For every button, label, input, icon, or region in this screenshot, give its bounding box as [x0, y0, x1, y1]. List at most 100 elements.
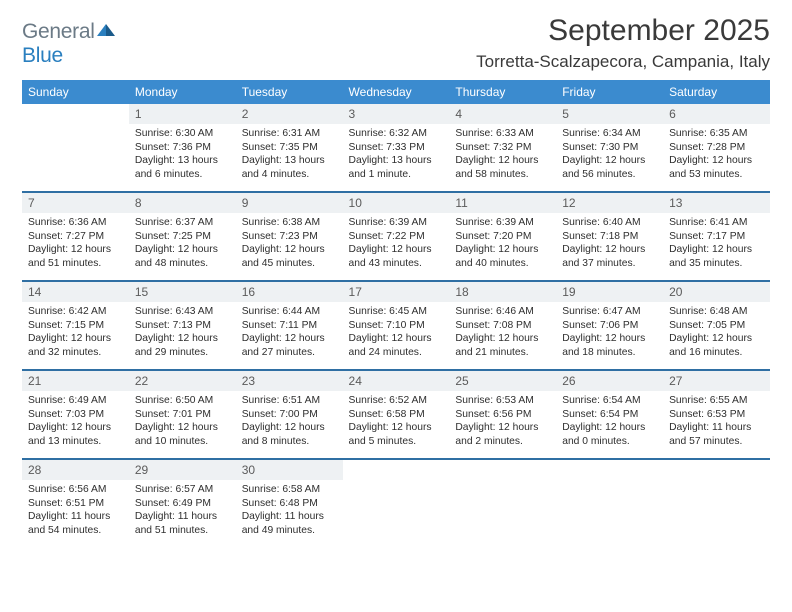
sunset-line: Sunset: 7:18 PM	[562, 230, 657, 244]
day-number-cell	[663, 459, 770, 480]
sunrise-line: Sunrise: 6:42 AM	[28, 305, 123, 319]
day-content-cell: Sunrise: 6:37 AMSunset: 7:25 PMDaylight:…	[129, 213, 236, 281]
week-content-row: Sunrise: 6:30 AMSunset: 7:36 PMDaylight:…	[22, 124, 770, 192]
day-number-cell: 26	[556, 370, 663, 391]
sunrise-line: Sunrise: 6:52 AM	[349, 394, 444, 408]
day-number-cell	[556, 459, 663, 480]
sunrise-line: Sunrise: 6:34 AM	[562, 127, 657, 141]
day-content-cell: Sunrise: 6:44 AMSunset: 7:11 PMDaylight:…	[236, 302, 343, 370]
day-content-cell	[343, 480, 450, 548]
day-content-cell: Sunrise: 6:51 AMSunset: 7:00 PMDaylight:…	[236, 391, 343, 459]
day-number-cell: 10	[343, 192, 450, 213]
sunrise-line: Sunrise: 6:51 AM	[242, 394, 337, 408]
day-number-cell: 28	[22, 459, 129, 480]
daylight-line: Daylight: 12 hours and 40 minutes.	[455, 243, 550, 270]
day-content-cell: Sunrise: 6:36 AMSunset: 7:27 PMDaylight:…	[22, 213, 129, 281]
sunset-line: Sunset: 7:08 PM	[455, 319, 550, 333]
day-number-cell: 24	[343, 370, 450, 391]
day-number-cell: 7	[22, 192, 129, 213]
day-content-cell: Sunrise: 6:58 AMSunset: 6:48 PMDaylight:…	[236, 480, 343, 548]
sunrise-line: Sunrise: 6:41 AM	[669, 216, 764, 230]
daylight-line: Daylight: 12 hours and 5 minutes.	[349, 421, 444, 448]
sunset-line: Sunset: 6:53 PM	[669, 408, 764, 422]
day-number-cell: 9	[236, 192, 343, 213]
daylight-line: Daylight: 12 hours and 27 minutes.	[242, 332, 337, 359]
weekday-header: Monday	[129, 80, 236, 104]
sunrise-line: Sunrise: 6:47 AM	[562, 305, 657, 319]
sunrise-line: Sunrise: 6:32 AM	[349, 127, 444, 141]
logo-text: General Blue	[22, 20, 117, 68]
daylight-line: Daylight: 12 hours and 45 minutes.	[242, 243, 337, 270]
day-content-cell: Sunrise: 6:57 AMSunset: 6:49 PMDaylight:…	[129, 480, 236, 548]
day-number-cell: 19	[556, 281, 663, 302]
day-number-cell: 17	[343, 281, 450, 302]
sunrise-line: Sunrise: 6:49 AM	[28, 394, 123, 408]
sunset-line: Sunset: 7:33 PM	[349, 141, 444, 155]
daylight-line: Daylight: 12 hours and 51 minutes.	[28, 243, 123, 270]
sunset-line: Sunset: 7:15 PM	[28, 319, 123, 333]
daylight-line: Daylight: 12 hours and 53 minutes.	[669, 154, 764, 181]
sunset-line: Sunset: 7:20 PM	[455, 230, 550, 244]
day-content-cell: Sunrise: 6:41 AMSunset: 7:17 PMDaylight:…	[663, 213, 770, 281]
day-number-cell: 25	[449, 370, 556, 391]
day-number-cell: 27	[663, 370, 770, 391]
day-content-cell: Sunrise: 6:35 AMSunset: 7:28 PMDaylight:…	[663, 124, 770, 192]
daylight-line: Daylight: 12 hours and 58 minutes.	[455, 154, 550, 181]
sunrise-line: Sunrise: 6:38 AM	[242, 216, 337, 230]
header: General Blue September 2025 Torretta-Sca…	[22, 14, 770, 72]
day-content-cell: Sunrise: 6:49 AMSunset: 7:03 PMDaylight:…	[22, 391, 129, 459]
week-content-row: Sunrise: 6:42 AMSunset: 7:15 PMDaylight:…	[22, 302, 770, 370]
logo-mark-icon	[95, 20, 117, 44]
day-number-cell: 30	[236, 459, 343, 480]
sunrise-line: Sunrise: 6:54 AM	[562, 394, 657, 408]
daylight-line: Daylight: 12 hours and 18 minutes.	[562, 332, 657, 359]
sunset-line: Sunset: 7:32 PM	[455, 141, 550, 155]
sunset-line: Sunset: 7:36 PM	[135, 141, 230, 155]
sunset-line: Sunset: 7:30 PM	[562, 141, 657, 155]
sunset-line: Sunset: 7:23 PM	[242, 230, 337, 244]
daylight-line: Daylight: 12 hours and 0 minutes.	[562, 421, 657, 448]
day-content-cell: Sunrise: 6:55 AMSunset: 6:53 PMDaylight:…	[663, 391, 770, 459]
sunrise-line: Sunrise: 6:37 AM	[135, 216, 230, 230]
day-number-cell	[343, 459, 450, 480]
weekday-header: Wednesday	[343, 80, 450, 104]
daylight-line: Daylight: 11 hours and 54 minutes.	[28, 510, 123, 537]
day-number-cell: 4	[449, 104, 556, 124]
logo-word1: General	[22, 20, 95, 43]
logo: General Blue	[22, 14, 117, 68]
sunset-line: Sunset: 6:49 PM	[135, 497, 230, 511]
sunrise-line: Sunrise: 6:39 AM	[349, 216, 444, 230]
week-daynum-row: 14151617181920	[22, 281, 770, 302]
daylight-line: Daylight: 12 hours and 32 minutes.	[28, 332, 123, 359]
day-content-cell: Sunrise: 6:30 AMSunset: 7:36 PMDaylight:…	[129, 124, 236, 192]
sunset-line: Sunset: 6:58 PM	[349, 408, 444, 422]
sunrise-line: Sunrise: 6:36 AM	[28, 216, 123, 230]
daylight-line: Daylight: 12 hours and 48 minutes.	[135, 243, 230, 270]
week-daynum-row: 123456	[22, 104, 770, 124]
week-daynum-row: 282930	[22, 459, 770, 480]
sunrise-line: Sunrise: 6:31 AM	[242, 127, 337, 141]
sunrise-line: Sunrise: 6:43 AM	[135, 305, 230, 319]
day-number-cell: 5	[556, 104, 663, 124]
daylight-line: Daylight: 12 hours and 24 minutes.	[349, 332, 444, 359]
daylight-line: Daylight: 12 hours and 21 minutes.	[455, 332, 550, 359]
sunrise-line: Sunrise: 6:48 AM	[669, 305, 764, 319]
day-content-cell: Sunrise: 6:45 AMSunset: 7:10 PMDaylight:…	[343, 302, 450, 370]
daylight-line: Daylight: 12 hours and 56 minutes.	[562, 154, 657, 181]
day-content-cell: Sunrise: 6:48 AMSunset: 7:05 PMDaylight:…	[663, 302, 770, 370]
day-number-cell: 12	[556, 192, 663, 213]
day-number-cell	[22, 104, 129, 124]
day-number-cell: 15	[129, 281, 236, 302]
day-content-cell: Sunrise: 6:52 AMSunset: 6:58 PMDaylight:…	[343, 391, 450, 459]
day-content-cell: Sunrise: 6:47 AMSunset: 7:06 PMDaylight:…	[556, 302, 663, 370]
daylight-line: Daylight: 13 hours and 6 minutes.	[135, 154, 230, 181]
day-number-cell	[449, 459, 556, 480]
day-number-cell: 3	[343, 104, 450, 124]
day-number-cell: 11	[449, 192, 556, 213]
daylight-line: Daylight: 12 hours and 29 minutes.	[135, 332, 230, 359]
sunrise-line: Sunrise: 6:58 AM	[242, 483, 337, 497]
sunset-line: Sunset: 7:28 PM	[669, 141, 764, 155]
day-number-cell: 18	[449, 281, 556, 302]
sunrise-line: Sunrise: 6:39 AM	[455, 216, 550, 230]
sunset-line: Sunset: 6:56 PM	[455, 408, 550, 422]
